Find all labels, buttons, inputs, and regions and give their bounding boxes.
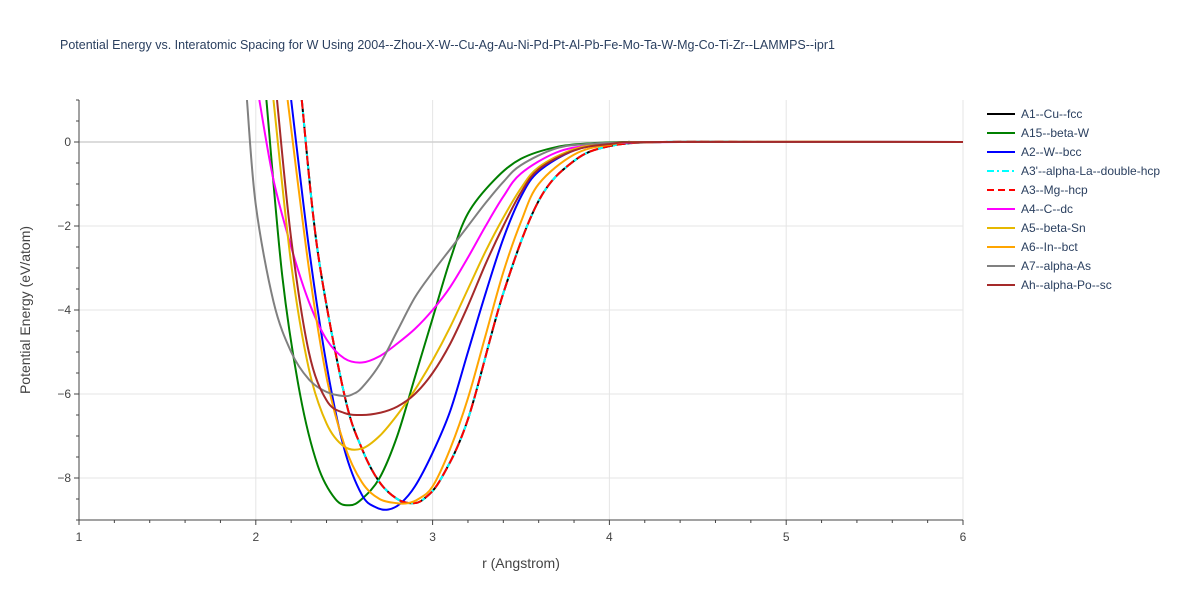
series-line-8	[245, 100, 963, 398]
legend-label: A6--In--bct	[1021, 240, 1078, 254]
grid	[79, 100, 964, 520]
axes	[74, 99, 964, 525]
y-tick-label: −6	[57, 387, 71, 401]
series-line-9	[276, 100, 963, 417]
x-tick-label: 5	[783, 530, 790, 544]
series-line-6	[272, 100, 963, 451]
x-tick-label: 4	[606, 530, 613, 544]
x-tick-label: 6	[960, 530, 967, 544]
x-tick-label: 3	[429, 530, 436, 544]
legend-label: A1--Cu--fcc	[1021, 107, 1082, 121]
y-tick-label: 0	[64, 135, 71, 149]
legend-label: A5--beta-Sn	[1021, 221, 1086, 235]
series-line-0	[300, 100, 963, 505]
x-axis-title: r (Angstrom)	[482, 555, 560, 571]
series-line-7	[286, 100, 963, 505]
y-tick-label: −2	[57, 219, 71, 233]
tick-labels: 1 2 3 4 5 6 0 −2 −4 −6 −8	[57, 135, 966, 544]
legend-label: A4--C--dc	[1021, 202, 1073, 216]
y-axis-title: Potential Energy (eV/atom)	[17, 226, 33, 394]
legend-label: A15--beta-W	[1021, 126, 1090, 140]
x-tick-label: 1	[76, 530, 83, 544]
legend-label: A3--Mg--hcp	[1021, 183, 1088, 197]
legend-label: Ah--alpha-Po--sc	[1021, 278, 1112, 292]
legend-label: A3'--alpha-La--double-hcp	[1021, 164, 1160, 178]
legend: A1--Cu--fcc A15--beta-W A2--W--bcc A3'--alp…	[987, 107, 1160, 292]
y-tick-label: −4	[57, 303, 71, 317]
legend-label: A7--alpha-As	[1021, 259, 1091, 273]
series-line-4	[300, 100, 963, 505]
y-tick-label: −8	[57, 471, 71, 485]
series-lines	[245, 100, 963, 511]
legend-label: A2--W--bcc	[1021, 145, 1081, 159]
chart-title: Potential Energy vs. Interatomic Spacing…	[60, 38, 835, 52]
series-line-5	[258, 100, 963, 364]
x-tick-label: 2	[252, 530, 259, 544]
series-line-3	[300, 100, 963, 505]
